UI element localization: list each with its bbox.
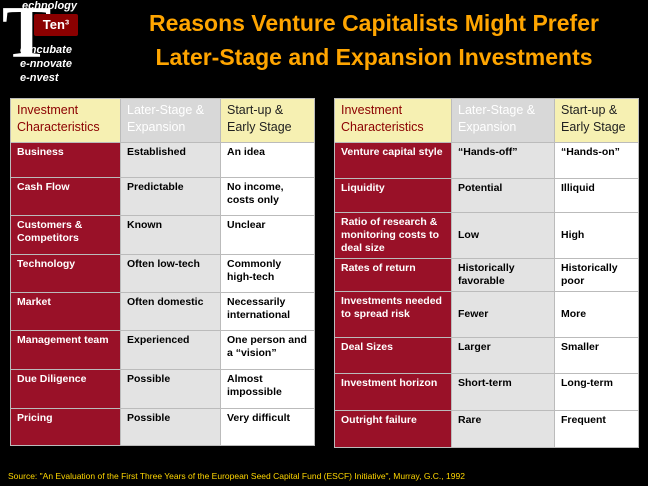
table-row: Management team Experienced One person a… (10, 330, 315, 370)
row-characteristic: Outright failure (334, 410, 452, 448)
header-later-stage: Later-Stage & Expansion (120, 98, 221, 143)
row-characteristic: Customers & Competitors (10, 215, 121, 255)
row-start-up-value: Illiquid (554, 178, 639, 213)
row-start-up-value: Historically poor (554, 258, 639, 292)
table-row: Outright failure Rare Frequent (334, 410, 639, 448)
row-later-stage-value: Low (451, 212, 555, 259)
row-later-stage-value: Established (120, 142, 221, 178)
row-start-up-value: Frequent (554, 410, 639, 448)
row-characteristic: Pricing (10, 408, 121, 446)
header-characteristics: Investment Characteristics (334, 98, 452, 143)
table-row: Rates of return Historically favorable H… (334, 258, 639, 292)
row-later-stage-value: Known (120, 215, 221, 255)
row-characteristic: Ratio of research & monitoring costs to … (334, 212, 452, 259)
source-citation: Source: "An Evaluation of the First Thre… (8, 471, 465, 481)
row-characteristic: Liquidity (334, 178, 452, 213)
row-later-stage-value: Potential (451, 178, 555, 213)
logo-tagline-3: e-nvest (20, 72, 59, 84)
row-start-up-value: More (554, 291, 639, 338)
row-start-up-value: Long-term (554, 373, 639, 411)
row-characteristic: Venture capital style (334, 142, 452, 179)
logo: T echnology Ten³ e-ncubate e-nnovate e-n… (0, 0, 110, 90)
header-start-up: Start-up & Early Stage (220, 98, 315, 143)
table-row: Liquidity Potential Illiquid (334, 178, 639, 213)
row-characteristic: Deal Sizes (334, 337, 452, 374)
logo-technology-text: echnology (22, 0, 78, 12)
row-later-stage-value: Often low-tech (120, 254, 221, 293)
row-start-up-value: An idea (220, 142, 315, 178)
row-characteristic: Cash Flow (10, 177, 121, 216)
row-start-up-value: Almost impossible (220, 369, 315, 409)
row-start-up-value: Very difficult (220, 408, 315, 446)
logo-tagline-1: e-ncubate (20, 44, 72, 56)
row-characteristic: Business (10, 142, 121, 178)
row-start-up-value: Necessarily international (220, 292, 315, 331)
row-start-up-value: Unclear (220, 215, 315, 255)
table-row: Cash Flow Predictable No income, costs o… (10, 177, 315, 216)
row-characteristic: Rates of return (334, 258, 452, 292)
row-characteristic: Technology (10, 254, 121, 293)
row-start-up-value: “Hands-on” (554, 142, 639, 179)
row-start-up-value: One person and a “vision” (220, 330, 315, 370)
table-row: Due Diligence Possible Almost impossible (10, 369, 315, 409)
right-comparison-table: Investment Characteristics Later-Stage &… (334, 98, 639, 448)
row-start-up-value: Commonly high-tech (220, 254, 315, 293)
row-later-stage-value: Rare (451, 410, 555, 448)
header-later-stage: Later-Stage & Expansion (451, 98, 555, 143)
row-start-up-value: Smaller (554, 337, 639, 374)
row-later-stage-value: Experienced (120, 330, 221, 370)
row-later-stage-value: Possible (120, 408, 221, 446)
title-line-2: Later-Stage and Expansion Investments (155, 44, 593, 70)
table-row: Customers & Competitors Known Unclear (10, 215, 315, 255)
row-later-stage-value: Fewer (451, 291, 555, 338)
row-later-stage-value: Often domestic (120, 292, 221, 331)
row-characteristic: Investments needed to spread risk (334, 291, 452, 338)
table-row: Technology Often low-tech Commonly high-… (10, 254, 315, 293)
row-characteristic: Investment horizon (334, 373, 452, 411)
slide-title: Reasons Venture Capitalists Might Prefer… (100, 6, 648, 74)
logo-ten-badge: Ten³ (34, 14, 78, 36)
table-row: Business Established An idea (10, 142, 315, 178)
title-line-1: Reasons Venture Capitalists Might Prefer (149, 10, 599, 36)
table-row: Investment horizon Short-term Long-term (334, 373, 639, 411)
row-later-stage-value: Historically favorable (451, 258, 555, 292)
row-characteristic: Market (10, 292, 121, 331)
row-later-stage-value: Short-term (451, 373, 555, 411)
table-row: Venture capital style “Hands-off” “Hands… (334, 142, 639, 179)
left-comparison-table: Investment Characteristics Later-Stage &… (10, 98, 315, 446)
table-header-row: Investment Characteristics Later-Stage &… (10, 98, 315, 143)
logo-tagline-2: e-nnovate (20, 58, 72, 70)
row-later-stage-value: Possible (120, 369, 221, 409)
row-start-up-value: High (554, 212, 639, 259)
row-characteristic: Management team (10, 330, 121, 370)
header-start-up: Start-up & Early Stage (554, 98, 639, 143)
row-start-up-value: No income, costs only (220, 177, 315, 216)
row-later-stage-value: Larger (451, 337, 555, 374)
table-row: Investments needed to spread risk Fewer … (334, 291, 639, 338)
table-header-row: Investment Characteristics Later-Stage &… (334, 98, 639, 143)
table-row: Deal Sizes Larger Smaller (334, 337, 639, 374)
header-characteristics: Investment Characteristics (10, 98, 121, 143)
table-row: Pricing Possible Very difficult (10, 408, 315, 446)
row-later-stage-value: Predictable (120, 177, 221, 216)
table-row: Ratio of research & monitoring costs to … (334, 212, 639, 259)
table-row: Market Often domestic Necessarily intern… (10, 292, 315, 331)
row-later-stage-value: “Hands-off” (451, 142, 555, 179)
row-characteristic: Due Diligence (10, 369, 121, 409)
